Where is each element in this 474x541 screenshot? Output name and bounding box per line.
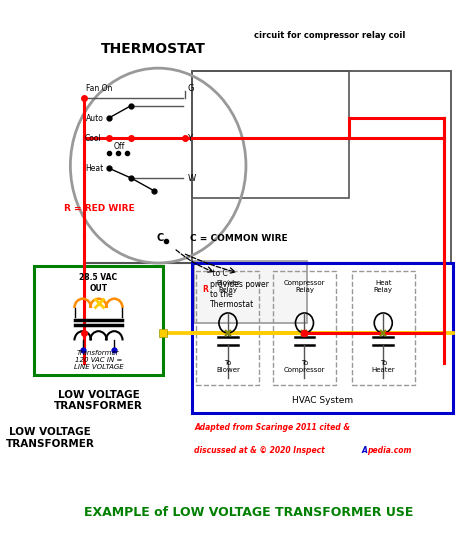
Text: Auto: Auto	[86, 114, 104, 123]
Bar	[352, 270, 415, 385]
Text: pedia.com: pedia.com	[367, 446, 412, 455]
Bar	[192, 71, 349, 198]
Text: Blower
Relay: Blower Relay	[216, 280, 240, 294]
Text: HVAC System: HVAC System	[292, 396, 353, 405]
Bar	[192, 263, 453, 413]
Text: 28.5 VAC
OUT: 28.5 VAC OUT	[80, 273, 118, 293]
Bar	[196, 270, 259, 385]
Text: Heat
Relay: Heat Relay	[374, 280, 393, 294]
Text: EXAMPLE of LOW VOLTAGE TRANSFORMER USE: EXAMPLE of LOW VOLTAGE TRANSFORMER USE	[83, 506, 413, 519]
Text: LOW VOLTAGE
TRANSFORMER: LOW VOLTAGE TRANSFORMER	[54, 390, 143, 411]
Text: G: G	[187, 84, 194, 93]
Text: R: R	[202, 285, 208, 294]
Bar	[273, 270, 336, 385]
Text: Transformer
120 VAC IN =
LINE VOLTAGE: Transformer 120 VAC IN = LINE VOLTAGE	[73, 351, 123, 371]
Bar	[192, 71, 451, 263]
Text: W: W	[187, 174, 196, 182]
Text: discussed at & © 2020 Inspect: discussed at & © 2020 Inspect	[194, 446, 325, 455]
Text: To
Heater: To Heater	[372, 360, 395, 373]
Text: Compressor
Relay: Compressor Relay	[284, 280, 325, 294]
Text: LOW VOLTAGE
TRANSFORMER: LOW VOLTAGE TRANSFORMER	[6, 427, 94, 448]
Text: Y: Y	[187, 134, 192, 143]
Text: A: A	[362, 446, 367, 455]
Bar	[194, 261, 307, 323]
Text: To
Blower: To Blower	[216, 360, 240, 373]
Text: Adapted from Scaringe 2011 cited &: Adapted from Scaringe 2011 cited &	[194, 424, 350, 432]
Bar	[34, 266, 163, 375]
Text: to C
provides power
to the
Thermostat: to C provides power to the Thermostat	[210, 269, 269, 309]
Text: Fan On: Fan On	[86, 84, 112, 93]
Text: circuit for compressor relay coil: circuit for compressor relay coil	[254, 31, 405, 40]
Text: To
Compressor: To Compressor	[284, 360, 325, 373]
Text: Cool: Cool	[85, 134, 101, 143]
Text: C = COMMON WIRE: C = COMMON WIRE	[190, 234, 287, 242]
Text: Off: Off	[113, 142, 125, 150]
Text: C: C	[157, 233, 164, 243]
Text: Heat: Heat	[85, 163, 103, 173]
Text: R = RED WIRE: R = RED WIRE	[64, 203, 134, 213]
Text: THERMOSTAT: THERMOSTAT	[101, 42, 206, 56]
